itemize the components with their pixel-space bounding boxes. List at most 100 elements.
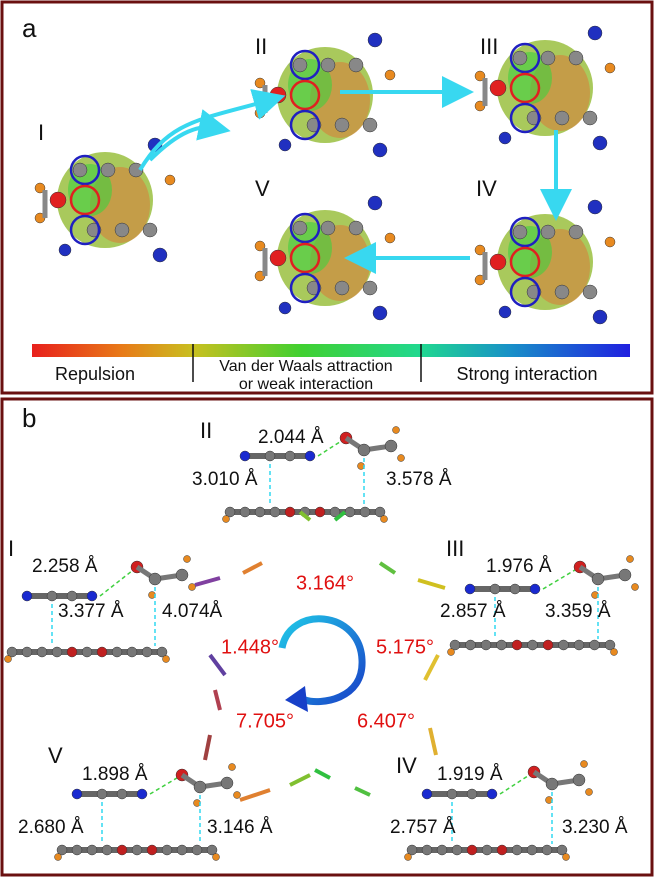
atom — [556, 844, 568, 856]
atom — [592, 309, 608, 325]
distance: 2.757 Å — [390, 817, 456, 838]
atom — [496, 844, 508, 856]
atom — [206, 844, 218, 856]
path-segment — [213, 689, 222, 711]
cycle-arrow — [278, 615, 366, 706]
arrow — [148, 109, 231, 162]
atom — [292, 57, 308, 73]
atom — [131, 844, 143, 856]
molecule-surface — [474, 199, 616, 325]
arrow — [138, 89, 286, 172]
atom — [374, 506, 386, 518]
colorbar-label: Repulsion — [55, 364, 135, 384]
atom — [554, 110, 570, 126]
atom — [156, 646, 168, 658]
atom — [526, 844, 538, 856]
atom — [176, 844, 188, 856]
state-label: II — [200, 418, 212, 443]
atom — [348, 220, 364, 236]
atom — [146, 844, 158, 856]
atom — [136, 788, 148, 800]
atom — [21, 590, 33, 602]
atom — [116, 844, 128, 856]
atom — [284, 506, 296, 518]
atom — [292, 220, 308, 236]
angle: 7.705° — [236, 710, 294, 732]
highlight-ring — [289, 242, 321, 274]
atom — [329, 506, 341, 518]
highlight-ring — [289, 272, 321, 304]
atom — [498, 305, 512, 319]
molecule-surface — [474, 25, 616, 151]
atom — [269, 249, 287, 267]
state-label: IV — [396, 753, 417, 778]
distance: 3.578 Å — [386, 469, 452, 490]
panel-label: b — [22, 403, 36, 433]
atom — [498, 131, 512, 145]
distance: 3.377 Å — [58, 601, 124, 622]
atom — [193, 780, 207, 794]
atom — [142, 222, 158, 238]
atom — [568, 50, 584, 66]
path-segment — [242, 561, 263, 575]
atom — [66, 590, 78, 602]
atom — [573, 639, 585, 651]
atom — [233, 791, 241, 799]
atom — [141, 646, 153, 658]
state-label: III — [446, 536, 464, 561]
atom — [152, 247, 168, 263]
colorbar-label: Van der Waals attraction — [219, 358, 392, 375]
atom — [572, 773, 586, 787]
distance: 2.044 Å — [258, 427, 324, 448]
panel-a-frame — [0, 0, 654, 395]
path-segment — [378, 561, 397, 575]
atom — [406, 844, 418, 856]
path-segment — [203, 734, 212, 761]
atom — [278, 301, 292, 315]
atom — [464, 583, 476, 595]
atom — [449, 639, 461, 651]
atom — [4, 655, 12, 663]
hbond — [99, 566, 138, 597]
atom — [54, 853, 62, 861]
atom — [314, 506, 326, 518]
molecule-model — [447, 555, 639, 656]
atom — [604, 639, 616, 651]
atom — [36, 646, 48, 658]
path-segment — [417, 578, 446, 590]
state-label: III — [480, 34, 498, 59]
atom — [587, 199, 603, 215]
highlight-ring — [509, 216, 541, 248]
atom — [183, 555, 191, 563]
atom — [380, 515, 388, 523]
atom — [220, 776, 234, 790]
atom — [626, 555, 634, 563]
atom — [367, 32, 383, 48]
atom — [114, 222, 130, 238]
path-segment — [333, 510, 347, 522]
atom — [397, 454, 405, 462]
highlight-ring — [509, 42, 541, 74]
molecule-surface — [34, 137, 176, 263]
atom — [334, 280, 350, 296]
path-segment — [314, 768, 331, 780]
atom — [486, 788, 498, 800]
atom — [320, 57, 336, 73]
atom — [239, 506, 251, 518]
path-segment — [208, 653, 227, 677]
highlight-ring — [289, 49, 321, 81]
atom — [344, 506, 356, 518]
atom — [191, 844, 203, 856]
highlight-ring — [509, 276, 541, 308]
hbond — [542, 566, 581, 590]
atom — [631, 583, 639, 591]
atom — [116, 788, 128, 800]
highlight-ring — [289, 79, 321, 111]
distance: 1.898 Å — [82, 764, 148, 785]
distance: 2.857 Å — [440, 601, 506, 622]
atom — [545, 777, 559, 791]
path-segment — [428, 727, 438, 756]
atom — [175, 568, 189, 582]
atom — [384, 69, 396, 81]
